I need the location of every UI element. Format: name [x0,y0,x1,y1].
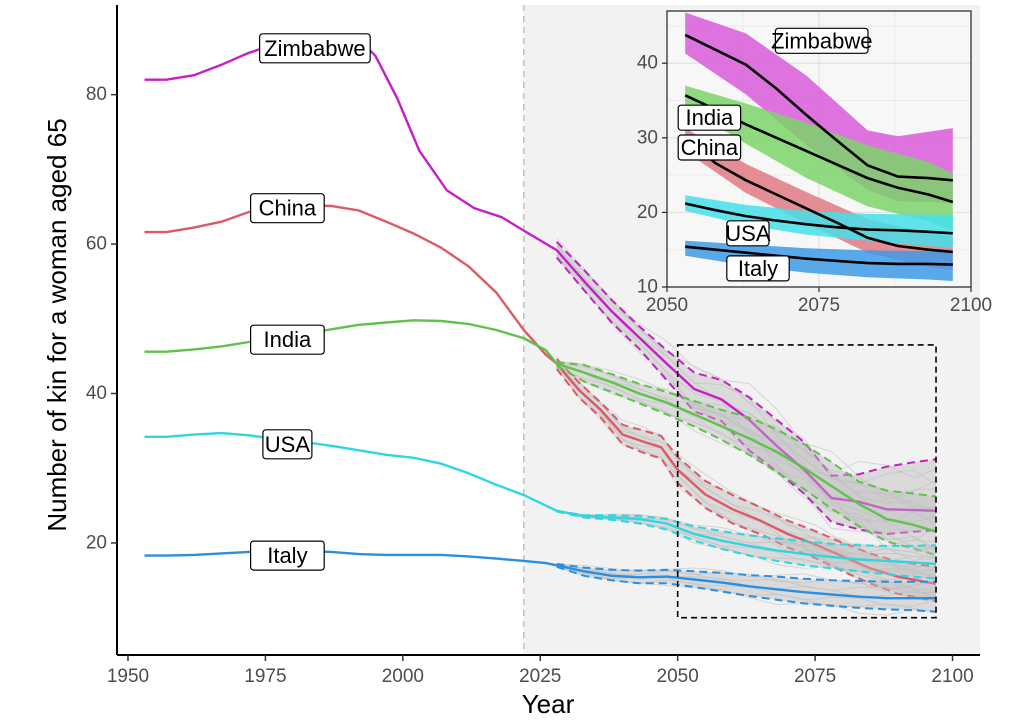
china-lower-line [555,368,937,603]
inset-italy-label: Italy [738,256,778,281]
india-label: India [264,327,312,352]
italy-lower-line [556,565,937,613]
usa-lower-line [556,510,937,580]
trajectory-italy-6 [556,563,937,585]
inset-italy-label-box [726,255,790,282]
inset-china-median-line [684,138,953,254]
x-tick-label-2050: 2050 [657,666,699,687]
china-median-line [555,362,937,586]
india-observed-line [144,319,558,365]
inset-zimbabwe-label-box [774,27,869,54]
x-tick-label-2000: 2000 [382,666,424,687]
x-tick-label-1975: 1975 [244,666,286,687]
inset-china-label-group: China [677,134,742,161]
inset-zimbabwe-label: Zimbabwe [771,28,872,53]
inset-india-band [685,85,953,232]
trajectory-usa-0 [556,510,937,581]
inset-usa-label-group: USA [725,220,771,247]
trajectory-italy-5 [556,563,937,590]
x-tick-label-2100: 2100 [931,666,973,687]
inset-zimbabwe-label-group: Zimbabwe [771,27,873,54]
inset-italy-label-group: Italy [726,255,790,282]
trajectory-zimbabwe-1 [556,253,937,542]
trajectory-india-3 [556,362,937,523]
trajectory-china-6 [556,356,937,562]
india-label-box [250,324,325,355]
inset-y-tick-label-10: 10 [637,277,658,298]
y-tick-label-40: 40 [86,383,107,404]
india-label-group: India [250,324,325,355]
inset-x-tick-label-2075: 2075 [798,295,840,316]
zimbabwe-label: Zimbabwe [264,36,365,61]
inset-y-tick-label-30: 30 [637,127,658,148]
inset-usa-label: USA [725,221,771,246]
x-tick-label-2025: 2025 [519,666,561,687]
inset-x-tick-label-2100: 2100 [950,295,992,316]
x-tick-label-2075: 2075 [794,666,836,687]
inset-usa-band [685,195,953,249]
inset-usa-label-box [726,220,770,247]
trajectory-china-0 [556,367,937,598]
italy-label: Italy [267,543,307,568]
india-lower-line [556,365,937,556]
trajectory-india-6 [556,360,937,497]
inset-india-label-box [677,104,742,131]
zimbabwe-median-line [555,249,937,512]
zimbabwe-label-group: Zimbabwe [259,33,371,64]
china-label: China [259,196,317,221]
inset-plot: Zimbabwe India China USA Italy 2050 2075 2100 10… [637,10,992,316]
y-tick-label-20: 20 [86,532,107,553]
inset-china-label-box [677,134,742,161]
india-upper-line [556,361,937,498]
inset-y-tick-label-40: 40 [637,53,658,74]
y-axis-title: Number of kin for a woman aged 65 [42,118,72,531]
zoom-box [676,344,937,619]
zimbabwe-lower-line [555,256,937,536]
trajectory-usa-4 [556,510,937,560]
usa-observed-line [144,431,558,512]
italy-label-group: Italy [250,540,325,571]
inset-china-label: China [681,135,739,160]
india-median-line [556,362,937,533]
inset-india-label: India [686,105,734,130]
italy-label-box [250,540,325,571]
x-axis-title: Year [522,689,575,719]
trajectory-zimbabwe-2 [556,254,937,525]
china-label-group: China [250,193,325,224]
china-observed-line [144,203,558,365]
inset-y-tick-label-20: 20 [637,202,658,223]
usa-label-box [262,429,313,460]
trajectory-zimbabwe-4 [556,244,937,500]
trajectory-india-2 [556,363,937,550]
india-band [556,362,936,555]
italy-observed-line [144,549,557,567]
x-tick-label-1950: 1950 [107,666,149,687]
trajectory-usa-5 [556,509,937,553]
italy-median-line [556,564,936,600]
y-tick-label-60: 60 [86,234,107,255]
trajectory-china-2 [556,365,937,592]
zimbabwe-label-box [259,33,371,64]
usa-median-line [556,509,937,566]
inset-zimbabwe-median-line [684,33,953,182]
inset-italy-median-line [685,245,953,266]
y-tick-label-80: 80 [86,84,107,105]
china-label-box [250,193,325,224]
inset-usa-median-line [684,202,953,235]
usa-label-group: USA [262,429,313,460]
inset-x-tick-label-2050: 2050 [646,295,688,316]
inset-italy-band [685,240,953,281]
zimbabwe-band [556,241,936,535]
trajectory-usa-6 [556,509,937,548]
trajectory-usa-2 [556,510,937,573]
usa-label: USA [265,432,311,457]
inset-india-label-group: India [677,104,742,131]
china-upper-line [555,358,937,568]
zimbabwe-upper-line [555,241,937,477]
